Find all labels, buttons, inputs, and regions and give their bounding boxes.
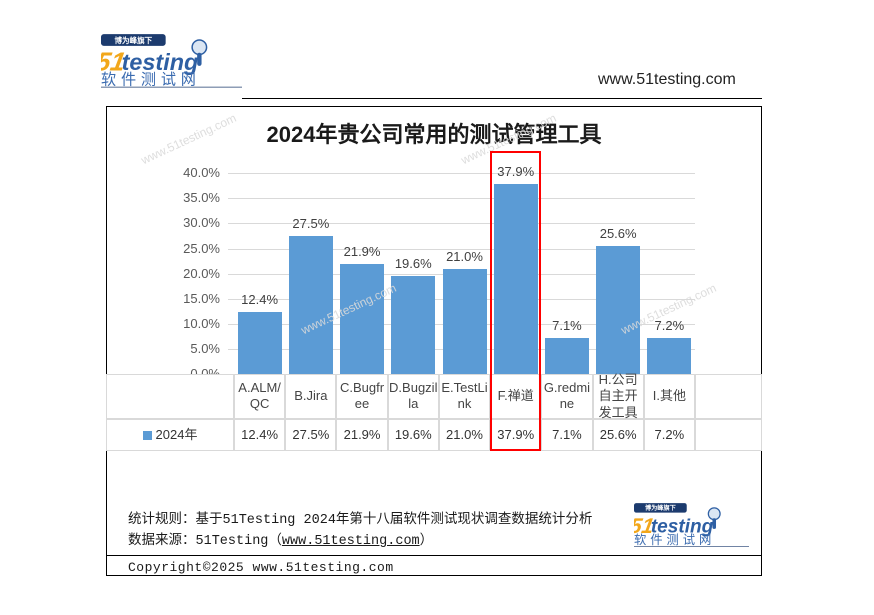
svg-text:软件测试网: 软件测试网 [634,532,715,547]
svg-text:博为峰旗下: 博为峰旗下 [645,504,676,512]
